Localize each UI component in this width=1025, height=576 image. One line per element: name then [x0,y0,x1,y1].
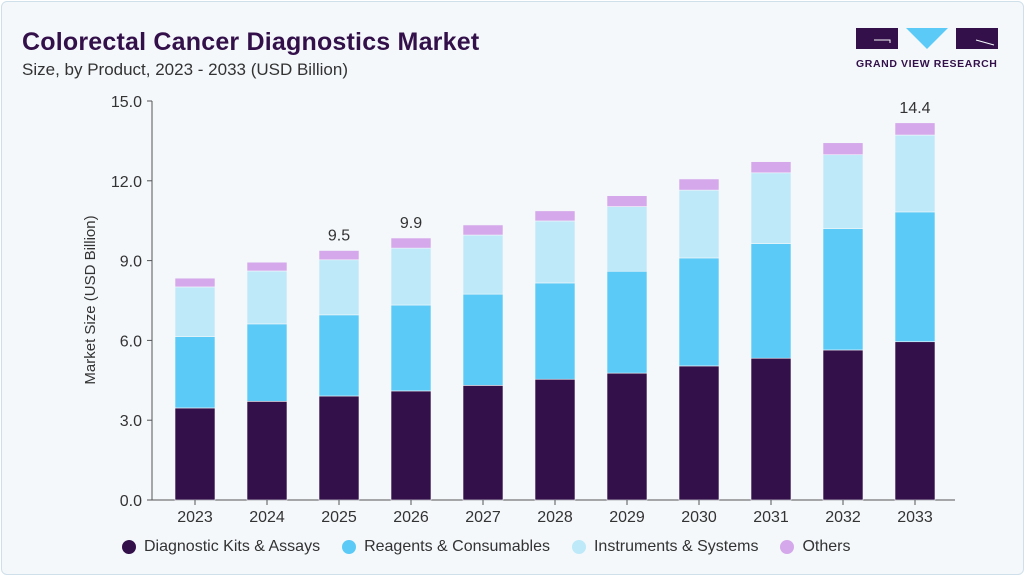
bar-segment-reagents-consumables-2025 [318,314,360,397]
bar-segment-instruments-systems-2032 [822,154,864,229]
bar-segment-instruments-systems-2026 [390,247,432,306]
legend-label: Diagnostic Kits & Assays [144,538,321,555]
data-label-total-2025: 9.5 [328,227,350,244]
legend-swatch [122,540,136,554]
legend-item: Others [780,538,850,556]
data-label-total-2033: 14.4 [899,100,930,117]
bar-segment-diagnostic-kits-assays-2027 [462,385,504,501]
bar-segment-diagnostic-kits-assays-2030 [678,365,720,501]
bar-segment-diagnostic-kits-assays-2025 [318,395,360,501]
bar-segment-instruments-systems-2029 [606,206,648,272]
bar-segment-others-2028 [534,210,576,222]
bar-segment-diagnostic-kits-assays-2024 [246,401,288,501]
x-tick-label: 2027 [465,509,501,526]
chart-title: Colorectal Cancer Diagnostics Market [22,28,480,56]
x-tick-label: 2023 [177,509,213,526]
x-tick-label: 2028 [537,509,573,526]
bar-segment-others-2032 [822,142,864,156]
bar-segment-others-2031 [750,161,792,174]
y-axis-label: Market Size (USD Billion) [82,215,99,384]
bar-segment-others-2026 [390,237,432,249]
legend-swatch [342,540,357,554]
bar-segment-instruments-systems-2027 [462,234,504,295]
y-tick-label: 9.0 [120,254,142,271]
legend-label: Others [802,538,851,555]
bar-segment-instruments-systems-2025 [318,259,360,316]
legend-swatch [571,540,586,554]
grand-view-research-logo [856,28,998,49]
x-tick-label: 2032 [825,509,861,526]
bar-segment-diagnostic-kits-assays-2029 [606,372,648,501]
bar-segment-diagnostic-kits-assays-2023 [174,407,216,501]
logo-text: GRAND VIEW RESEARCH [856,58,998,70]
bar-segment-diagnostic-kits-assays-2031 [750,357,792,501]
bar-segment-reagents-consumables-2024 [246,323,288,402]
bar-segment-others-2033 [894,122,936,136]
legend-item: Diagnostic Kits & Assays [122,538,320,556]
chart-subtitle: Size, by Product, 2023 - 2033 (USD Billi… [22,60,348,79]
y-tick-label: 6.0 [120,333,142,350]
bar-segment-instruments-systems-2030 [678,189,720,259]
bar-segment-others-2025 [318,250,360,261]
bar-segment-instruments-systems-2028 [534,220,576,284]
legend: Diagnostic Kits & Assays Reagents & Consu… [122,538,850,556]
bar-segment-reagents-consumables-2027 [462,293,504,386]
bar-segment-instruments-systems-2023 [174,286,216,337]
x-tick-label: 2029 [609,509,645,526]
bar-segment-reagents-consumables-2026 [390,304,432,392]
y-tick-label: 12.0 [111,174,142,191]
y-tick-label: 3.0 [120,413,142,430]
x-tick-label: 2025 [321,509,357,526]
bar-segment-reagents-consumables-2031 [750,243,792,359]
legend-item: Instruments & Systems [571,538,759,556]
bar-segment-others-2024 [246,261,288,272]
legend-label: Instruments & Systems [593,538,759,555]
bar-segment-diagnostic-kits-assays-2033 [894,341,936,501]
bar-segment-others-2030 [678,178,720,191]
bar-segment-reagents-consumables-2028 [534,282,576,380]
bar-segment-others-2029 [606,195,648,207]
legend-item: Reagents & Consumables [342,538,550,556]
x-tick-label: 2026 [393,509,429,526]
y-tick-label: 0.0 [120,493,142,510]
bar-segment-instruments-systems-2024 [246,270,288,325]
legend-swatch [780,540,795,554]
data-label-total-2026: 9.9 [400,215,422,232]
legend-label: Reagents & Consumables [364,538,550,555]
bar-segment-reagents-consumables-2023 [174,336,216,409]
bar-segment-others-2023 [174,277,216,288]
y-tick-label: 15.0 [111,94,142,111]
x-tick-label: 2033 [897,509,933,526]
bar-segment-reagents-consumables-2029 [606,270,648,374]
bar-segment-reagents-consumables-2033 [894,211,936,343]
bar-segment-diagnostic-kits-assays-2032 [822,349,864,501]
bar-segment-diagnostic-kits-assays-2028 [534,378,576,501]
x-tick-label: 2030 [681,509,717,526]
bar-segment-others-2027 [462,224,504,236]
bar-segment-reagents-consumables-2032 [822,228,864,351]
x-tick-label: 2031 [753,509,789,526]
bar-segment-diagnostic-kits-assays-2026 [390,390,432,501]
bar-segment-instruments-systems-2031 [750,172,792,244]
bar-segment-reagents-consumables-2030 [678,257,720,367]
bar-segment-instruments-systems-2033 [894,134,936,213]
x-tick-label: 2024 [249,509,285,526]
